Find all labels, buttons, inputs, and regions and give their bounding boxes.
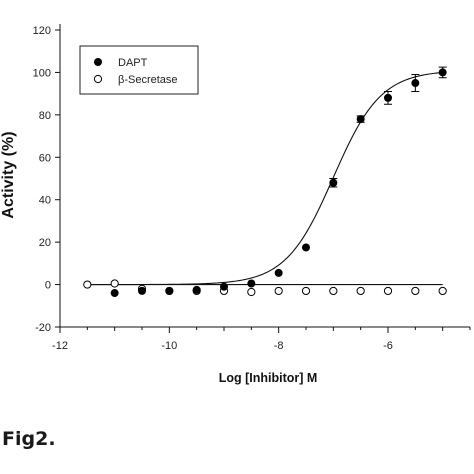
- dapt-point: [411, 79, 420, 88]
- beta-secretase-point: [329, 286, 338, 296]
- dapt-point: [138, 286, 146, 295]
- x-axis-label: Log [Inhibitor] M: [219, 371, 318, 385]
- legend-box: [79, 45, 199, 95]
- plot-area: -20 0 20 40 60 80 100 120 -12 -10 -8 -6: [33, 24, 471, 352]
- beta-secretase-point: [411, 286, 420, 296]
- dapt-point: [329, 178, 338, 187]
- y-tick-label: 100: [33, 67, 51, 79]
- x-tick-label: -6: [383, 340, 393, 352]
- y-tick-label: 20: [39, 237, 51, 249]
- x-tick-label: -12: [52, 340, 68, 352]
- dapt-point: [165, 286, 174, 295]
- dapt-point: [247, 279, 256, 288]
- legend: DAPT β-Secretase: [79, 45, 199, 95]
- beta-secretase-point: [83, 280, 92, 289]
- y-tick-label: -20: [35, 322, 51, 334]
- dapt-point: [110, 289, 119, 298]
- y-tick-label: 80: [39, 110, 51, 122]
- beta-secretase-point: [110, 279, 119, 288]
- y-tick-label: 60: [39, 152, 51, 164]
- legend-marker-dapt: [94, 58, 102, 66]
- beta-secretase-point: [438, 286, 447, 296]
- beta-secretase-point: [301, 286, 311, 296]
- dapt-point: [356, 115, 365, 124]
- dapt-point: [302, 243, 310, 252]
- y-tick-label: 40: [39, 195, 51, 207]
- y-tick-label: 0: [45, 280, 51, 292]
- dapt-point: [438, 68, 447, 77]
- figure-caption: Fig2.: [2, 428, 56, 450]
- legend-marker-beta-secretase: [93, 74, 103, 84]
- x-tick-label: -8: [274, 340, 284, 352]
- dapt-point: [384, 93, 392, 102]
- beta-secretase-point: [247, 287, 256, 297]
- legend-label-dapt: DAPT: [118, 57, 148, 69]
- beta-secretase-point: [356, 286, 365, 296]
- dapt-point: [274, 268, 283, 277]
- dapt-point: [192, 285, 201, 294]
- dapt-point: [220, 282, 228, 291]
- x-tick-label: -10: [161, 340, 177, 352]
- legend-label-beta-secretase: β-Secretase: [118, 74, 178, 86]
- beta-secretase-point: [274, 286, 283, 296]
- y-axis-label: Activity (%): [0, 131, 17, 218]
- y-tick-label: 120: [33, 25, 51, 37]
- beta-secretase-point: [383, 286, 393, 296]
